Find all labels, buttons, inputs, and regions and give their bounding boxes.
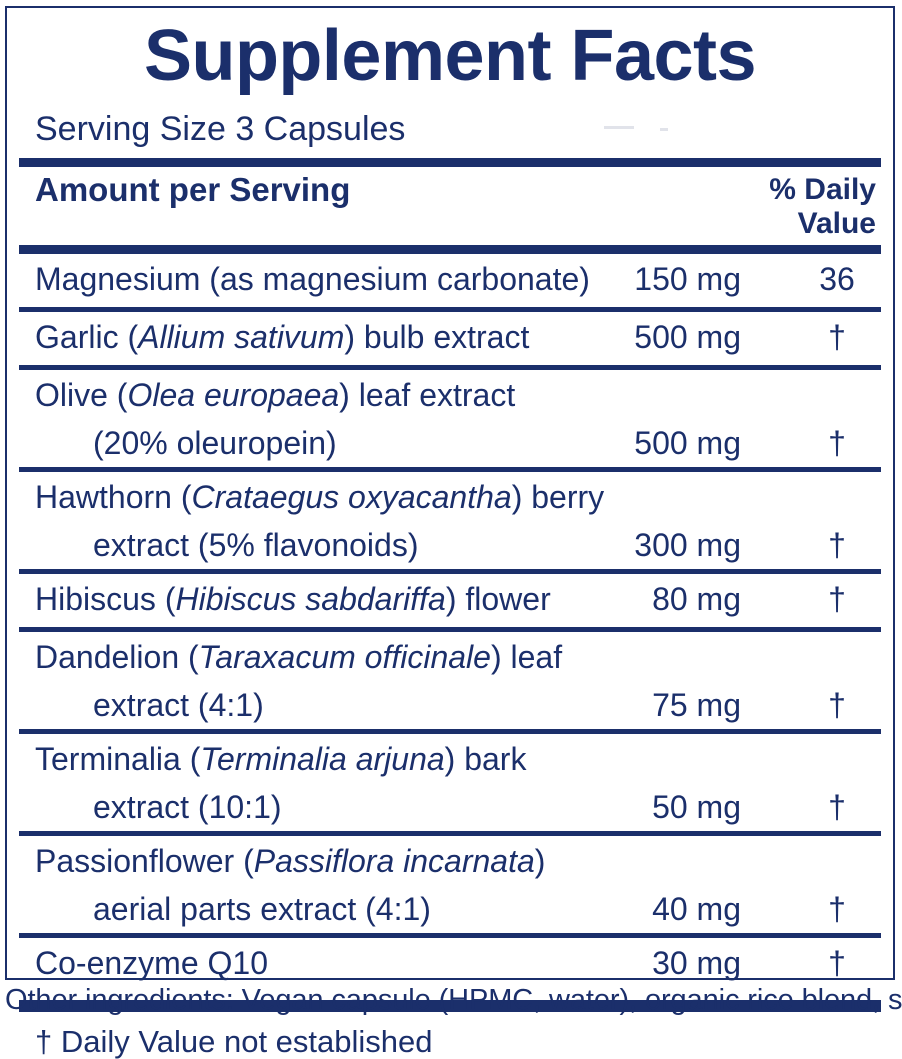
ingredient-name-text: Hibiscus ( xyxy=(35,581,176,617)
ingredient-name-text: Garlic ( xyxy=(35,319,139,355)
panel-inner: Supplement Facts Serving Size 3 Capsules… xyxy=(19,8,881,1057)
table-row: Passionflower (Passiflora incarnata) aer… xyxy=(19,836,881,933)
ingredient-name: Co-enzyme Q10 xyxy=(35,947,268,979)
row-separator xyxy=(19,627,881,632)
ingredient-name-continued: aerial parts extract (4:1) xyxy=(93,891,431,927)
ingredient-name-suffix: ) berry xyxy=(511,479,605,515)
ingredient-amount: 75 mg xyxy=(652,687,741,723)
ingredient-name: Terminalia (Terminalia arjuna) bark xyxy=(35,743,526,775)
ingredient-daily-value: † xyxy=(828,425,846,461)
table-header-row: Amount per Serving % Daily Value xyxy=(19,167,881,245)
ingredient-amount: 30 mg xyxy=(652,945,741,981)
table-row: Terminalia (Terminalia arjuna) bark extr… xyxy=(19,734,881,831)
table-row: Hawthorn (Crataegus oxyacantha) berry ex… xyxy=(19,472,881,569)
ingredient-name-continued: (20% oleuropein) xyxy=(93,425,337,461)
supplement-facts-panel: Supplement Facts Serving Size 3 Capsules… xyxy=(5,6,895,1057)
ingredient-latin-name: Crataegus oxyacantha xyxy=(191,479,512,515)
ingredient-latin-name: Olea europaea xyxy=(127,377,340,413)
ingredient-daily-value: † xyxy=(828,789,846,825)
ingredient-latin-name: Allium sativum xyxy=(138,319,345,355)
ingredient-daily-value: † xyxy=(828,319,846,355)
other-ingredients-text: Other ingredients: Vegan capsule (HPMC, … xyxy=(5,984,902,1016)
row-separator xyxy=(19,831,881,836)
daily-value-line-2: Value xyxy=(797,206,876,240)
ingredient-name-text: Passionflower ( xyxy=(35,843,254,879)
ingredient-name-suffix: ) flower xyxy=(445,581,551,617)
ingredient-latin-name: Terminalia arjuna xyxy=(200,741,445,777)
row-separator xyxy=(19,569,881,574)
ingredient-name: Olive (Olea europaea) leaf extract xyxy=(35,379,515,411)
table-row: Dandelion (Taraxacum officinale) leaf ex… xyxy=(19,632,881,729)
ingredient-name-suffix: ) bulb extract xyxy=(344,319,530,355)
ingredient-name: Hibiscus (Hibiscus sabdariffa) flower xyxy=(35,583,551,615)
ingredient-daily-value: † xyxy=(828,527,846,563)
rule-under-header xyxy=(19,245,881,254)
ingredient-name-suffix: ) leaf xyxy=(490,639,563,675)
row-separator xyxy=(19,307,881,312)
amount-per-serving-label: Amount per Serving xyxy=(35,171,351,208)
ingredient-name-suffix: ) xyxy=(534,843,546,879)
ingredient-daily-value: † xyxy=(828,945,846,981)
scan-artifact xyxy=(604,126,634,129)
ingredient-latin-name: Passiflora incarnata xyxy=(253,843,535,879)
ingredient-name-suffix: ) leaf extract xyxy=(339,377,516,413)
ingredient-name-continued: extract (4:1) xyxy=(93,687,264,723)
row-separator xyxy=(19,365,881,370)
rule-above-footnote xyxy=(19,1000,881,1012)
daily-value-label: % Daily Value xyxy=(769,173,876,240)
ingredient-amount: 150 mg xyxy=(634,261,741,297)
ingredient-name-text: Co-enzyme Q10 xyxy=(35,945,268,981)
table-row: Olive (Olea europaea) leaf extract (20% … xyxy=(19,370,881,467)
ingredient-name-text: Dandelion ( xyxy=(35,639,199,675)
ingredient-latin-name: Hibiscus sabdariffa xyxy=(175,581,446,617)
ingredient-name-continued: extract (10:1) xyxy=(93,789,282,825)
ingredient-amount: 500 mg xyxy=(634,425,741,461)
ingredient-name: Passionflower (Passiflora incarnata) xyxy=(35,845,545,877)
table-row: Co-enzyme Q10 30 mg † xyxy=(19,938,881,991)
ingredient-name-text: Terminalia ( xyxy=(35,741,201,777)
ingredient-amount: 300 mg xyxy=(634,527,741,563)
row-separator xyxy=(19,467,881,472)
ingredient-daily-value: † xyxy=(828,891,846,927)
ingredient-daily-value: † xyxy=(828,581,846,617)
ingredient-daily-value: † xyxy=(828,687,846,723)
ingredient-daily-value: 36 xyxy=(819,261,855,297)
ingredient-name: Garlic (Allium sativum) bulb extract xyxy=(35,321,529,353)
row-separator xyxy=(19,729,881,734)
ingredient-amount: 40 mg xyxy=(652,891,741,927)
ingredient-amount: 80 mg xyxy=(652,581,741,617)
ingredient-name: Hawthorn (Crataegus oxyacantha) berry xyxy=(35,481,604,513)
table-row: Magnesium (as magnesium carbonate) 150 m… xyxy=(19,254,881,307)
table-row: Garlic (Allium sativum) bulb extract 500… xyxy=(19,312,881,365)
scan-artifact xyxy=(660,128,668,131)
daily-value-line-1: % Daily xyxy=(769,173,876,206)
rule-under-serving-size xyxy=(19,158,881,167)
daily-value-footnote: † Daily Value not established xyxy=(35,1024,433,1059)
ingredient-amount: 50 mg xyxy=(652,789,741,825)
ingredient-name-text: Hawthorn ( xyxy=(35,479,192,515)
page-title: Supplement Facts xyxy=(143,16,757,96)
ingredient-amount: 500 mg xyxy=(634,319,741,355)
ingredient-name-continued: extract (5% flavonoids) xyxy=(93,527,419,563)
ingredient-name: Dandelion (Taraxacum officinale) leaf xyxy=(35,641,562,673)
ingredient-name-text: Magnesium (as magnesium carbonate) xyxy=(35,261,590,297)
ingredient-name: Magnesium (as magnesium carbonate) xyxy=(35,263,590,295)
table-row: Hibiscus (Hibiscus sabdariffa) flower 80… xyxy=(19,574,881,627)
row-separator xyxy=(19,933,881,938)
ingredient-name-text: Olive ( xyxy=(35,377,128,413)
ingredient-latin-name: Taraxacum officinale xyxy=(198,639,491,675)
ingredient-name-suffix: ) bark xyxy=(444,741,527,777)
serving-size-text: Serving Size 3 Capsules xyxy=(35,110,406,148)
